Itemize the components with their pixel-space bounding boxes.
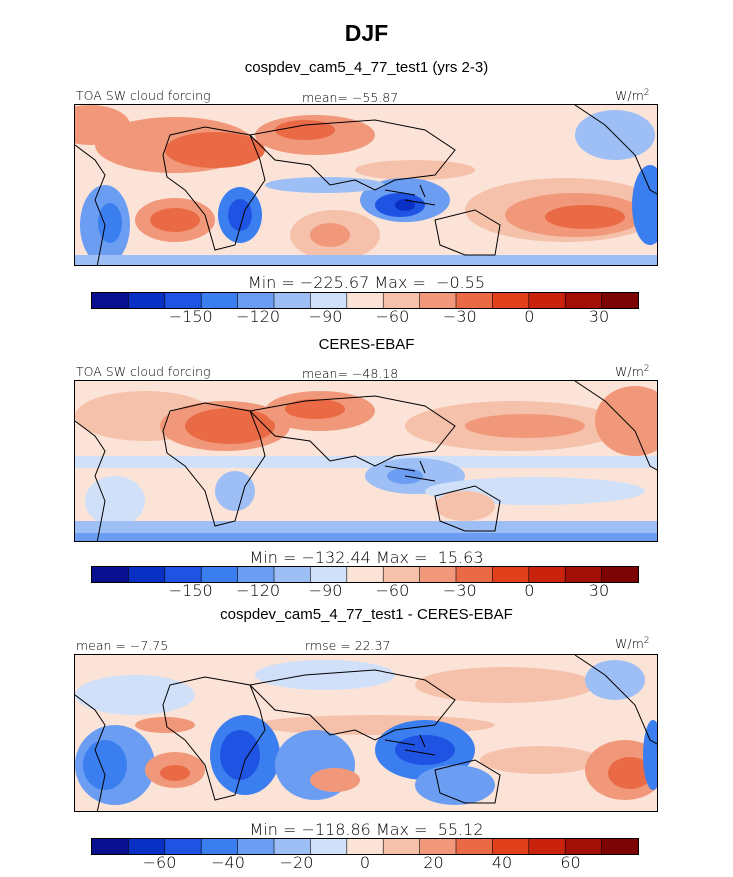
panel-3-unit-label: W/m2 [615, 636, 649, 651]
colorbar-swatch [237, 567, 275, 582]
colorbar-swatch [237, 293, 275, 308]
panel-1-map [74, 104, 658, 266]
panel-3-mean-label: mean = −7.75 [76, 638, 169, 653]
colorbar-tick-label: 60 [560, 853, 581, 872]
colorbar-swatch [565, 839, 603, 854]
unit-text: W/m [615, 364, 644, 380]
colorbar-swatch [164, 567, 202, 582]
colorbar-swatch [201, 293, 239, 308]
colorbar-swatch [346, 293, 384, 308]
colorbar-tick-label: 0 [359, 853, 371, 872]
colorbar-swatch [164, 293, 202, 308]
panel-1-variable-label: TOA SW cloud forcing [76, 88, 211, 103]
panel-3-min-max: Min = −118.86 Max = 55.12 [249, 820, 484, 839]
colorbar-swatch [456, 293, 493, 308]
unit-exponent: 2 [643, 636, 650, 646]
colorbar-tick-label: −30 [442, 581, 477, 600]
colorbar-tick-label: −20 [279, 853, 314, 872]
colorbar-swatch [383, 839, 421, 854]
panel-3-colorbar [91, 838, 639, 855]
colorbar-swatch [274, 839, 311, 854]
panel-2-colorbar-ticks: −150 −120 −90 −60 −30 0 30 [91, 581, 639, 601]
colorbar-tick-label: −60 [375, 581, 410, 600]
panel-1-heading: cospdev_cam5_4_77_test1 (yrs 2-3) [244, 59, 489, 76]
colorbar-swatch [419, 567, 457, 582]
colorbar-swatch [310, 293, 348, 308]
colorbar-tick-label: 0 [524, 581, 535, 600]
colorbar-swatch [274, 293, 311, 308]
colorbar-swatch [310, 839, 348, 854]
colorbar-swatch [201, 839, 239, 854]
colorbar-swatch [237, 839, 275, 854]
colorbar-swatch [456, 567, 493, 582]
unit-text: W/m [615, 88, 644, 104]
colorbar-swatch [346, 567, 384, 582]
colorbar-tick-label: −40 [211, 853, 245, 872]
colorbar-tick-label: −120 [236, 307, 281, 326]
colorbar-tick-label: −30 [442, 307, 477, 326]
colorbar-swatch [274, 567, 311, 582]
colorbar-swatch [128, 839, 166, 854]
colorbar-swatch [310, 567, 348, 582]
unit-text: W/m [615, 636, 644, 652]
colorbar-tick-label: −60 [375, 307, 410, 326]
colorbar-swatch [383, 293, 421, 308]
colorbar-swatch [346, 839, 384, 854]
panel-3-heading: cospdev_cam5_4_77_test1 - CERES-EBAF [220, 606, 513, 623]
colorbar-tick-label: −60 [142, 853, 177, 872]
colorbar-swatch [128, 567, 166, 582]
panel-1-unit-label: W/m2 [615, 88, 649, 103]
colorbar-swatch [164, 839, 202, 854]
colorbar-swatch [601, 293, 638, 308]
panel-1-mean-label: mean= −55.87 [302, 90, 399, 105]
panel-2-unit-label: W/m2 [615, 364, 649, 379]
colorbar-tick-label: −90 [308, 307, 343, 326]
colorbar-tick-label: −120 [236, 581, 281, 600]
colorbar-tick-label: −150 [168, 307, 213, 326]
colorbar-swatch [456, 839, 493, 854]
colorbar-swatch [128, 293, 166, 308]
colorbar-swatch [528, 567, 566, 582]
colorbar-swatch [419, 839, 457, 854]
colorbar-swatch [492, 293, 530, 308]
panel-3-map [74, 654, 658, 812]
colorbar-swatch [92, 839, 129, 854]
colorbar-tick-label: 40 [491, 853, 513, 872]
colorbar-swatch [92, 567, 129, 582]
panel-2-mean-label: mean= −48.18 [302, 366, 399, 381]
panel-3-rmse-label: rmse = 22.37 [305, 638, 391, 653]
colorbar-swatch [528, 839, 566, 854]
panel-1-min-max: Min = −225.67 Max = −0.55 [247, 273, 486, 292]
panel-2-min-max: Min = −132.44 Max = 15.63 [249, 548, 484, 567]
panel-3-colorbar-ticks: −60 −40 −20 0 20 40 60 [91, 853, 639, 873]
colorbar-swatch [201, 567, 239, 582]
colorbar-tick-label: 20 [423, 853, 444, 872]
panel-2-colorbar [91, 566, 639, 583]
main-title: DJF [344, 20, 389, 46]
panel-2-variable-label: TOA SW cloud forcing [76, 364, 211, 379]
colorbar-swatch [419, 293, 457, 308]
colorbar-tick-label: −90 [308, 581, 343, 600]
colorbar-swatch [528, 293, 566, 308]
colorbar-tick-label: 30 [588, 581, 610, 600]
colorbar-swatch [92, 293, 129, 308]
colorbar-swatch [383, 567, 421, 582]
panel-1-colorbar [91, 292, 639, 309]
colorbar-swatch [492, 839, 530, 854]
unit-exponent: 2 [643, 364, 650, 374]
panel-2-map [74, 380, 658, 542]
colorbar-swatch [601, 567, 638, 582]
panel-1-colorbar-ticks: −150 −120 −90 −60 −30 0 30 [91, 307, 639, 327]
colorbar-swatch [492, 567, 530, 582]
colorbar-swatch [565, 567, 603, 582]
colorbar-tick-label: 30 [588, 307, 610, 326]
colorbar-swatch [565, 293, 603, 308]
colorbar-tick-label: −150 [168, 581, 213, 600]
colorbar-swatch [601, 839, 638, 854]
panel-2-heading: CERES-EBAF [318, 336, 415, 353]
colorbar-tick-label: 0 [524, 307, 535, 326]
unit-exponent: 2 [643, 88, 650, 98]
